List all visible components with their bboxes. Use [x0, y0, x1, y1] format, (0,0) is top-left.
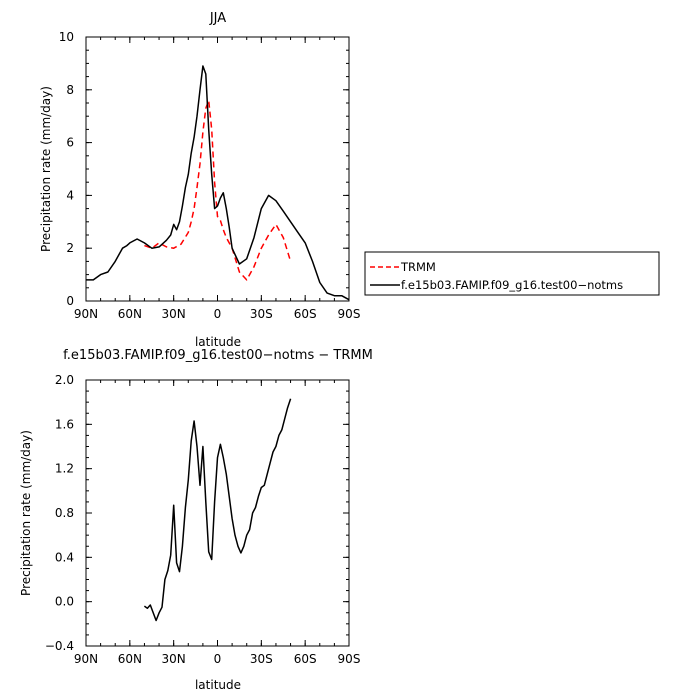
- x-axis-label: latitude: [195, 335, 241, 349]
- y-tick-label: −0.4: [45, 639, 74, 653]
- y-axis-label: Precipitation rate (mm/day): [39, 86, 53, 252]
- x-tick-label: 90S: [338, 307, 361, 321]
- y-tick-label: 0: [66, 294, 74, 308]
- axis-ticks: 90N 60N 30N 0 30S 60S 90S −0.4 0.0 0.4 0.8 1.2 1.6 2.…: [45, 373, 361, 666]
- y-tick-label: 0.0: [55, 595, 74, 609]
- plot-frame: [85, 36, 350, 302]
- x-tick-label: 90N: [74, 652, 98, 666]
- y-tick-label: 0.8: [55, 506, 74, 520]
- difference-chart: f.e15b03.FAMIP.f09_g16.test00−notms − TR…: [19, 348, 373, 692]
- x-tick-label: 30N: [162, 652, 186, 666]
- x-axis-label: latitude: [195, 678, 241, 692]
- y-tick-label: 2.0: [55, 373, 74, 387]
- y-tick-label: 2: [66, 241, 74, 255]
- y-tick-label: 6: [66, 136, 74, 150]
- x-tick-label: 60N: [118, 307, 142, 321]
- x-tick-label: 90S: [338, 652, 361, 666]
- series-line-2: [86, 65, 350, 301]
- y-tick-label: 1.2: [55, 462, 74, 476]
- y-tick-label: 1.6: [55, 417, 74, 431]
- x-tick-label: 90N: [74, 307, 98, 321]
- y-tick-label: 8: [66, 83, 74, 97]
- axis-ticks: 90N 60N 30N 0 30S 60S 90S 0 2 4 6 8 10: [59, 30, 361, 321]
- y-axis-label: Precipitation rate (mm/day): [19, 430, 33, 596]
- x-tick-label: 30N: [162, 307, 186, 321]
- x-tick-label: 0: [214, 307, 222, 321]
- y-tick-label: 10: [59, 30, 74, 44]
- series-line-1: [143, 398, 292, 622]
- plot-frame: [85, 379, 350, 647]
- chart-title: f.e15b03.FAMIP.f09_g16.test00−notms − TR…: [63, 348, 373, 363]
- precipitation-chart: JJA latitude Precipitation rate (mm/day)…: [39, 11, 360, 349]
- x-tick-label: 0: [214, 652, 222, 666]
- x-tick-label: 60S: [294, 307, 317, 321]
- x-tick-label: 60N: [118, 652, 142, 666]
- chart-marks: [86, 65, 350, 301]
- legend-label-model: f.e15b03.FAMIP.f09_g16.test00−notms: [401, 278, 623, 292]
- series-line-1: [144, 99, 292, 281]
- legend: TRMM f.e15b03.FAMIP.f09_g16.test00−notms: [364, 251, 660, 296]
- chart-marks: [143, 398, 292, 622]
- x-tick-label: 30S: [250, 307, 273, 321]
- legend-label-trmm: TRMM: [400, 260, 436, 274]
- legend-box: [364, 251, 660, 296]
- y-tick-label: 4: [66, 188, 74, 202]
- x-tick-label: 30S: [250, 652, 273, 666]
- chart-title: JJA: [209, 11, 226, 26]
- x-tick-label: 60S: [294, 652, 317, 666]
- y-tick-label: 0.4: [55, 550, 74, 564]
